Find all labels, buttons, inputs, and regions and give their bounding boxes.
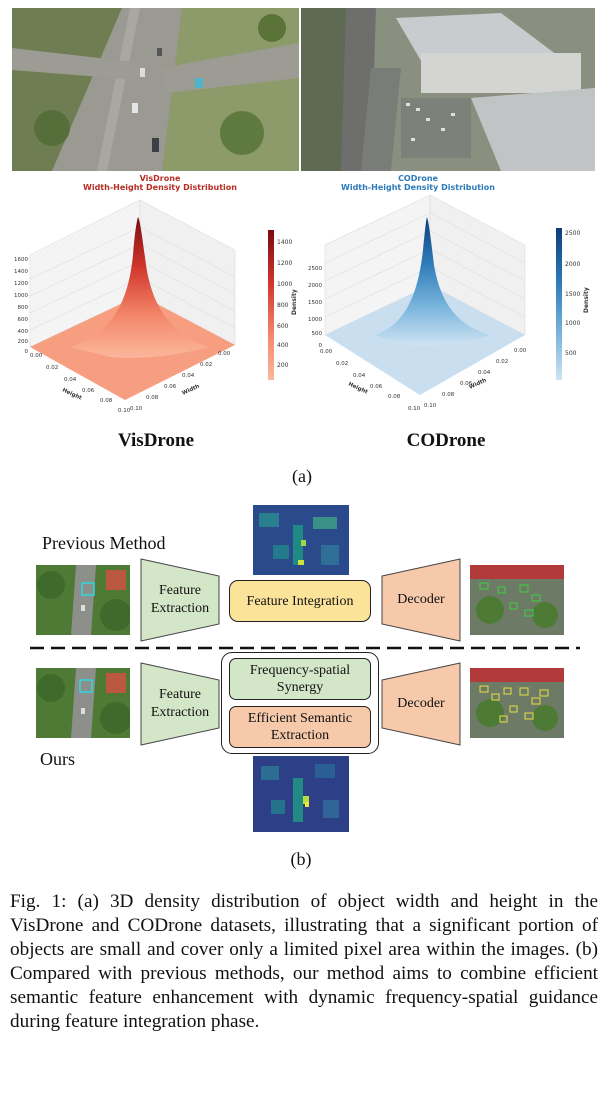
codrone-height-tick: 0.08	[388, 394, 401, 400]
codrone-z-tick: 1500	[308, 300, 322, 306]
visdrone-aerial-photo	[12, 8, 299, 171]
codrone-colorbar	[556, 228, 562, 380]
visdrone-z-tick: 400	[18, 329, 29, 335]
codrone-width-tick: 0.10	[424, 403, 437, 409]
ours-label: Ours	[40, 749, 75, 769]
ours-decoder-block: Decoder	[381, 662, 461, 746]
visdrone-width-axis-label: Width	[181, 384, 200, 397]
visdrone-chart-title: VisDrone Width-Height Density Distributi…	[40, 174, 280, 192]
visdrone-z-tick: 1000	[14, 293, 28, 299]
previous-feature-extraction-block: Feature Extraction	[140, 558, 220, 642]
previous-feature-extraction-text: Feature Extraction	[150, 583, 210, 616]
visdrone-colorbar	[268, 230, 274, 380]
previous-method-label: Previous Method	[42, 533, 166, 553]
codrone-colorbar-label: Density	[583, 287, 590, 313]
visdrone-colorbar-tick: 600	[277, 323, 289, 330]
visdrone-z-tick: 800	[18, 305, 29, 311]
codrone-width-tick: 0.02	[496, 359, 508, 365]
visdrone-width-tick: 0.00	[218, 351, 231, 357]
ours-output-image	[470, 668, 564, 738]
visdrone-height-axis-label: Height	[61, 387, 83, 401]
visdrone-height-tick: 0.06	[82, 388, 95, 394]
visdrone-z-tick: 600	[18, 317, 29, 323]
ours-feature-extraction-text: Feature Extraction	[150, 687, 210, 720]
visdrone-colorbar-tick: 800	[277, 302, 289, 309]
visdrone-height-tick: 0.10	[118, 408, 131, 414]
codrone-height-tick: 0.04	[353, 373, 366, 379]
visdrone-label: VisDrone	[118, 430, 194, 451]
visdrone-colorbar-tick: 400	[277, 342, 289, 349]
subfigure-a-label: (a)	[292, 466, 312, 486]
visdrone-colorbar-label: Density	[291, 289, 298, 315]
codrone-height-tick: 0.10	[408, 406, 421, 412]
previous-output-image	[470, 565, 564, 635]
visdrone-width-tick: 0.04	[182, 373, 195, 379]
dashed-separator	[30, 646, 580, 650]
codrone-density-peak	[375, 217, 490, 346]
codrone-z-tick: 0	[319, 343, 323, 349]
visdrone-z-tick: 0	[25, 349, 29, 355]
codrone-width-axis-label: Width	[468, 378, 487, 391]
codrone-height-axis-label: Height	[347, 381, 369, 395]
feature-integration-box: Feature Integration	[229, 580, 371, 622]
visdrone-density-surface: 1600 1400 1200 1000 800 600 400 200 0 0.…	[14, 199, 298, 414]
visdrone-height-tick: 0.08	[100, 398, 113, 404]
previous-input-image	[36, 565, 130, 635]
codrone-density-surface: 2500 2000 1500 1000 500 0 0.00 0.02 0.04…	[308, 195, 590, 412]
codrone-colorbar-tick: 500	[565, 350, 577, 357]
visdrone-colorbar-tick: 1400	[277, 239, 292, 246]
visdrone-z-tick: 1200	[14, 281, 28, 287]
previous-decoder-block: Decoder	[381, 558, 461, 642]
codrone-chart-title: CODrone Width-Height Density Distributio…	[298, 174, 538, 192]
codrone-colorbar-tick: 2000	[565, 261, 580, 268]
codrone-height-tick: 0.02	[336, 361, 348, 367]
codrone-z-tick: 500	[312, 331, 323, 337]
visdrone-z-tick: 200	[18, 339, 29, 345]
codrone-width-tick: 0.06	[460, 381, 473, 387]
codrone-title-line1: CODrone	[398, 174, 438, 183]
codrone-aerial-photo	[301, 8, 595, 171]
visdrone-z-tick: 1600	[14, 257, 28, 263]
visdrone-colorbar-tick: 1000	[277, 281, 292, 288]
visdrone-width-tick: 0.08	[146, 395, 159, 401]
ours-decoder-text: Decoder	[397, 696, 445, 711]
codrone-colorbar-tick: 2500	[565, 230, 580, 237]
codrone-colorbar-tick: 1500	[565, 291, 580, 298]
codrone-width-tick: 0.08	[442, 392, 455, 398]
visdrone-height-tick: 0.00	[30, 353, 43, 359]
visdrone-width-tick: 0.06	[164, 384, 177, 390]
codrone-colorbar-tick: 1000	[565, 320, 580, 327]
visdrone-colorbar-tick: 1200	[277, 260, 292, 267]
codrone-width-tick: 0.00	[514, 348, 527, 354]
ours-feature-heatmap	[253, 756, 349, 832]
efficient-semantic-extraction-box: Efficient Semantic Extraction	[229, 706, 371, 748]
visdrone-z-tick: 1400	[14, 269, 28, 275]
visdrone-colorbar-tick: 200	[277, 362, 289, 369]
codrone-z-tick: 1000	[308, 317, 322, 323]
subfigure-b-label: (b)	[290, 849, 312, 869]
ours-input-image	[36, 668, 130, 738]
visdrone-title-line2: Width-Height Density Distribution	[83, 183, 237, 192]
codrone-width-tick: 0.04	[478, 370, 491, 376]
ours-feature-extraction-block: Feature Extraction	[140, 662, 220, 746]
visdrone-density-peak	[70, 217, 210, 358]
frequency-spatial-synergy-box: Frequency-spatial Synergy	[229, 658, 371, 700]
visdrone-title-line1: VisDrone	[139, 174, 181, 183]
ours-integration-container	[221, 652, 379, 754]
codrone-label: CODrone	[406, 430, 486, 451]
visdrone-height-tick: 0.04	[64, 377, 77, 383]
previous-decoder-text: Decoder	[397, 592, 445, 607]
visdrone-height-tick: 0.02	[46, 365, 58, 371]
codrone-z-tick: 2000	[308, 283, 322, 289]
visdrone-width-tick: 0.10	[130, 406, 143, 412]
codrone-z-tick: 2500	[308, 266, 322, 272]
codrone-height-tick: 0.06	[370, 384, 383, 390]
codrone-title-line2: Width-Height Density Distribution	[341, 183, 495, 192]
figure-caption: Fig. 1: (a) 3D density distribution of o…	[10, 891, 598, 1032]
codrone-height-tick: 0.00	[320, 349, 333, 355]
previous-feature-heatmap	[253, 505, 349, 575]
visdrone-width-tick: 0.02	[200, 362, 212, 368]
